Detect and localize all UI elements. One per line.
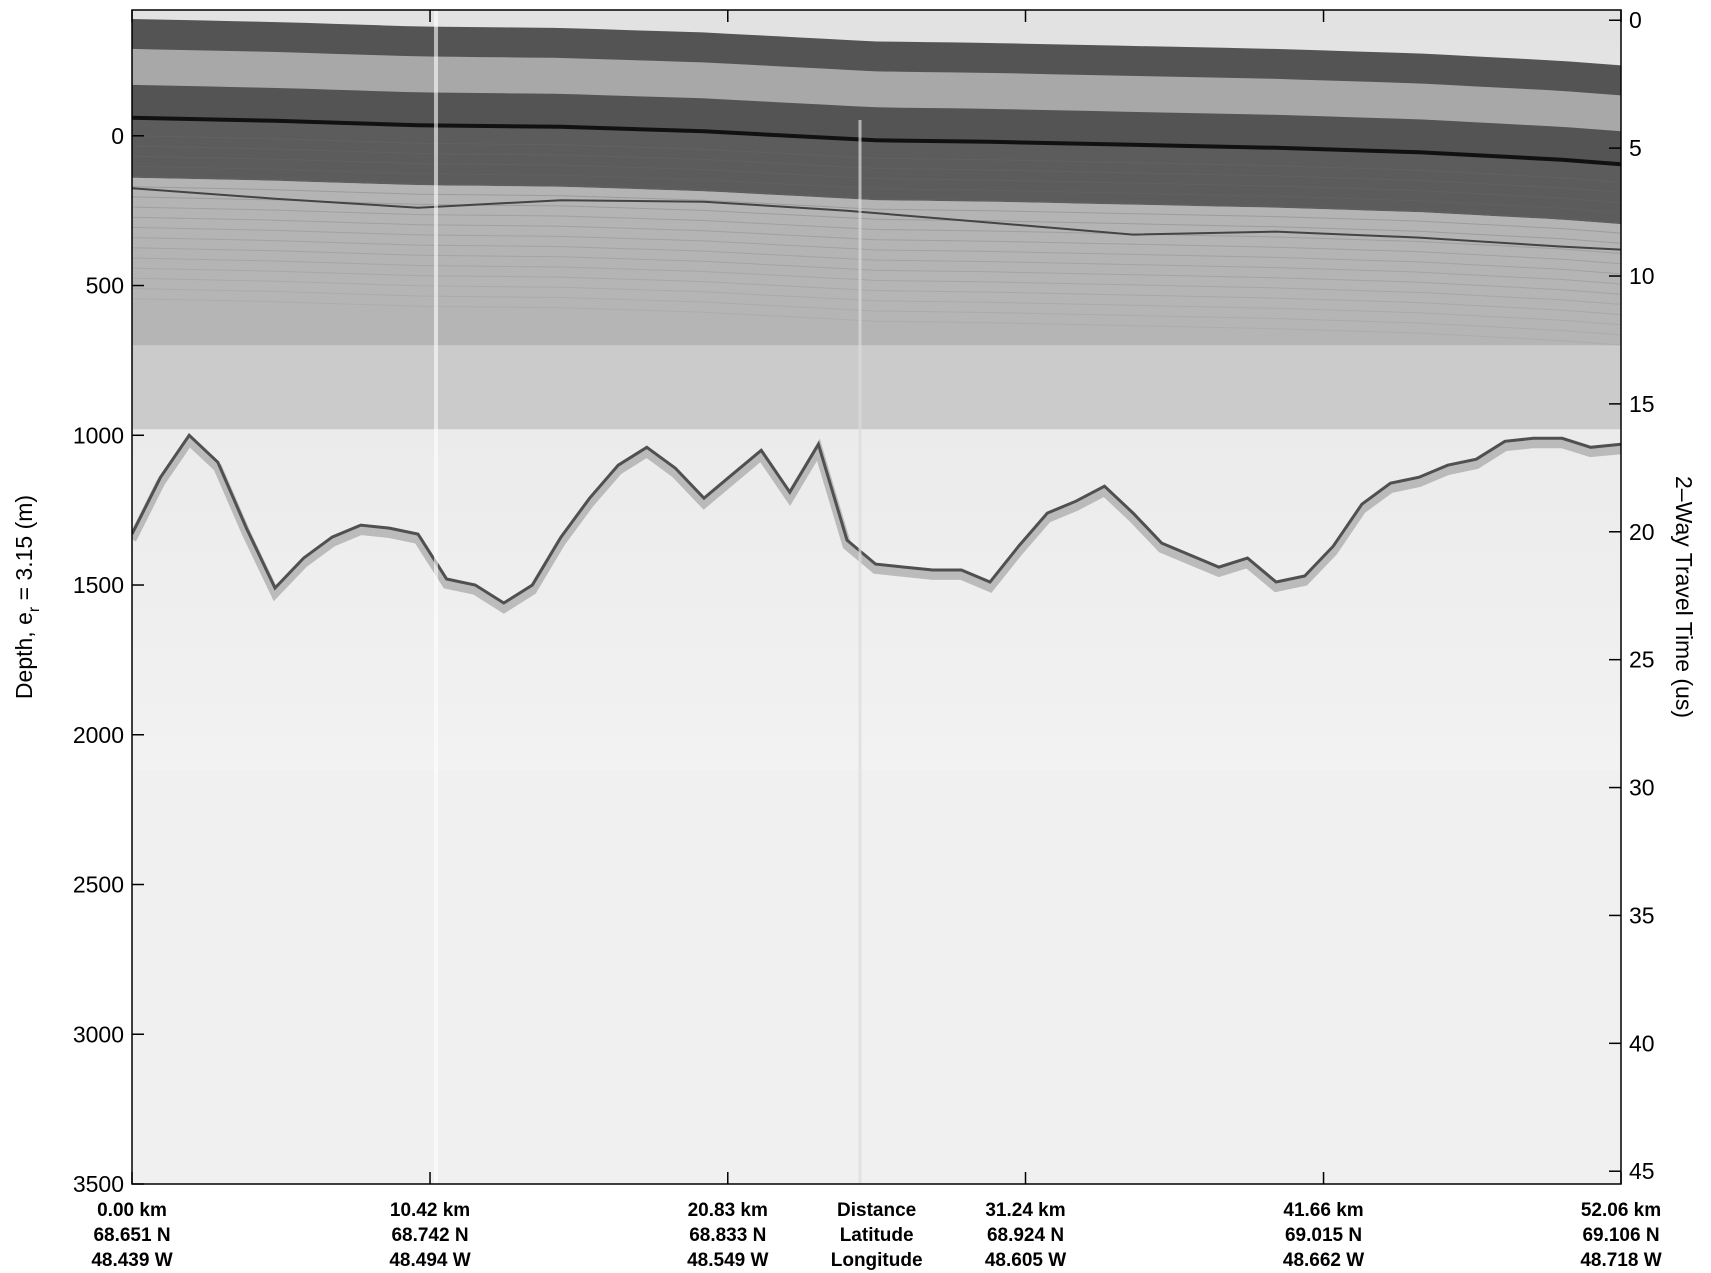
layer-line xyxy=(132,267,1621,316)
air-band-light xyxy=(132,48,1621,132)
layer-line xyxy=(132,237,1621,285)
bed-shadow xyxy=(132,433,1621,614)
left-tick-label: 1000 xyxy=(73,422,124,448)
left-axis: 0 500 1000 1500 2000 2500 3000 3500 xyxy=(73,123,144,1197)
distance-label: 10.42 km xyxy=(390,1200,470,1221)
distance-label: 52.06 km xyxy=(1581,1200,1661,1221)
latitude-label: 69.015 N xyxy=(1285,1225,1362,1246)
layer-line xyxy=(132,186,1621,234)
distance-label: 20.83 km xyxy=(688,1200,768,1221)
right-tick-label: 10 xyxy=(1629,263,1655,289)
plot-frame xyxy=(131,9,1622,1185)
mid-ice-zone xyxy=(132,345,1621,430)
right-tick-label: 20 xyxy=(1629,519,1655,545)
distance-label: 31.24 km xyxy=(985,1200,1065,1221)
layer-line xyxy=(132,176,1621,224)
longitude-label: 48.605 W xyxy=(985,1250,1066,1271)
right-tick-label: 30 xyxy=(1629,775,1655,801)
longitude-label: 48.439 W xyxy=(91,1250,172,1271)
left-tick-label: 1500 xyxy=(73,572,124,598)
latitude-label: 68.651 N xyxy=(93,1225,170,1246)
layer-line xyxy=(132,165,1621,214)
left-axis-title: Depth, er = 3.15 (m) xyxy=(11,495,43,699)
layer-line xyxy=(132,277,1621,326)
layer-line xyxy=(132,135,1621,183)
ice-layered-zone xyxy=(132,177,1621,346)
firn-band xyxy=(132,117,1621,225)
latitude-label: 68.833 N xyxy=(689,1225,766,1246)
internal-reflector xyxy=(132,187,1621,251)
right-tick-label: 15 xyxy=(1629,391,1655,417)
layer-line xyxy=(132,288,1621,336)
ice-surface-reflection xyxy=(132,115,1621,167)
layer-line xyxy=(132,145,1621,193)
right-axis-title: 2–Way Travel Time (us) xyxy=(1671,476,1697,718)
layer-line xyxy=(132,257,1621,305)
longitude-label: 48.549 W xyxy=(687,1250,768,1271)
left-tick-label: 0 xyxy=(111,123,124,149)
longitude-label: 48.662 W xyxy=(1283,1250,1364,1271)
left-tick-label: 2500 xyxy=(73,872,124,898)
longitude-label: 48.494 W xyxy=(389,1250,470,1271)
layer-line xyxy=(132,226,1621,275)
left-axis-title-subscript: r xyxy=(26,606,43,612)
layer-line xyxy=(132,155,1621,204)
layer-line xyxy=(132,298,1621,346)
bottom-axis: 0.00 km 68.651 N 48.439 W 10.42 km 68.742 N 4… xyxy=(91,10,1662,1271)
echogram-image xyxy=(132,10,1621,1184)
distance-label: 41.66 km xyxy=(1283,1200,1363,1221)
left-tick-label: 3500 xyxy=(73,1171,124,1197)
right-tick-label: 5 xyxy=(1629,135,1642,161)
distance-row-title: Distance xyxy=(837,1200,916,1221)
bed-reflection xyxy=(132,433,1621,605)
longitude-label: 48.718 W xyxy=(1580,1250,1661,1271)
layer-line xyxy=(132,206,1621,254)
right-tick-label: 40 xyxy=(1629,1030,1655,1056)
layer-line xyxy=(132,196,1621,244)
right-axis: 0 5 10 15 20 25 30 35 40 45 xyxy=(1609,7,1655,1184)
distance-label: 0.00 km xyxy=(97,1200,167,1221)
right-tick-label: 25 xyxy=(1629,647,1655,673)
left-tick-label: 2000 xyxy=(73,722,124,748)
right-tick-label: 35 xyxy=(1629,902,1655,928)
latitude-label: 68.924 N xyxy=(987,1225,1064,1246)
right-tick-label: 0 xyxy=(1629,7,1642,33)
layer-line xyxy=(132,247,1621,295)
left-tick-label: 3000 xyxy=(73,1021,124,1047)
longitude-row-title: Longitude xyxy=(831,1250,923,1271)
internal-layer-lines xyxy=(132,135,1621,346)
left-axis-title-main: Depth, e xyxy=(11,612,37,699)
right-tick-label: 45 xyxy=(1629,1158,1655,1184)
latitude-label: 68.742 N xyxy=(391,1225,468,1246)
latitude-label: 69.106 N xyxy=(1582,1225,1659,1246)
latitude-row-title: Latitude xyxy=(840,1225,914,1246)
layer-line xyxy=(132,216,1621,265)
left-axis-title-rest: = 3.15 (m) xyxy=(11,495,37,607)
left-tick-label: 500 xyxy=(86,273,124,299)
